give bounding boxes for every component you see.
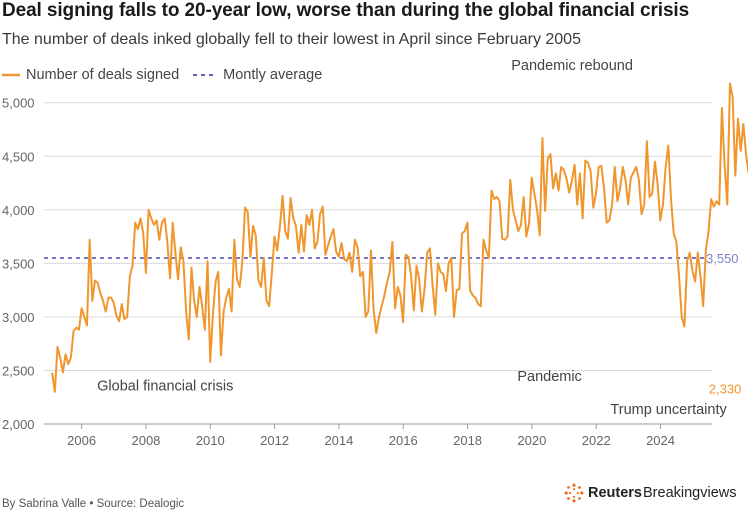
y-tick-label: 2,000	[2, 417, 35, 432]
legend-label-average: Montly average	[223, 67, 323, 83]
deals-series-line	[51, 82, 748, 393]
legend-item-deals: Number of deals signed	[2, 67, 179, 83]
y-tick-label: 3,000	[2, 310, 35, 325]
legend-item-average: Montly average	[193, 67, 322, 83]
legend-label-deals: Number of deals signed	[26, 67, 180, 83]
y-tick-label: 2,500	[2, 363, 35, 378]
brand-reuters: Reuters	[588, 485, 642, 501]
x-tick-label: 2006	[67, 433, 96, 448]
annotation-label: Global financial crisis	[97, 378, 233, 394]
x-tick-label: 2018	[453, 433, 482, 448]
x-tick-label: 2016	[389, 433, 418, 448]
x-tick-label: 2020	[517, 433, 546, 448]
x-tick-label: 2012	[260, 433, 289, 448]
x-tick-label: 2022	[582, 433, 611, 448]
chart-title: Deal signing falls to 20-year low, worse…	[2, 0, 690, 21]
average-value-label: 3,550	[706, 251, 739, 266]
y-tick-label: 5,000	[2, 96, 35, 111]
last-value-label: 2,330	[709, 382, 742, 397]
legend-line-swatch-icon	[2, 73, 20, 77]
reuters-breakingviews-logo: Reuters Breakingviews	[564, 483, 737, 503]
x-tick-label: 2014	[324, 433, 353, 448]
x-tick-label: 2024	[646, 433, 675, 448]
chart-subtitle: The number of deals inked globally fell …	[2, 31, 581, 48]
legend-dash-swatch-icon	[193, 74, 218, 76]
annotation-label: Pandemic rebound	[511, 58, 633, 74]
y-tick-label: 4,000	[2, 203, 35, 218]
annotation-label: Pandemic	[517, 369, 581, 385]
x-tick-label: 2010	[196, 433, 225, 448]
x-tick-label: 2008	[131, 433, 160, 448]
byline-source: By Sabrina Valle • Source: Dealogic	[2, 498, 185, 510]
y-tick-label: 3,500	[2, 256, 35, 271]
brand-breakingviews: Breakingviews	[643, 485, 737, 501]
annotation-label: Trump uncertainty	[610, 402, 727, 418]
reuters-logo-icon	[564, 483, 584, 503]
y-tick-label: 4,500	[2, 149, 35, 164]
legend: Number of deals signed Montly average	[2, 67, 336, 83]
